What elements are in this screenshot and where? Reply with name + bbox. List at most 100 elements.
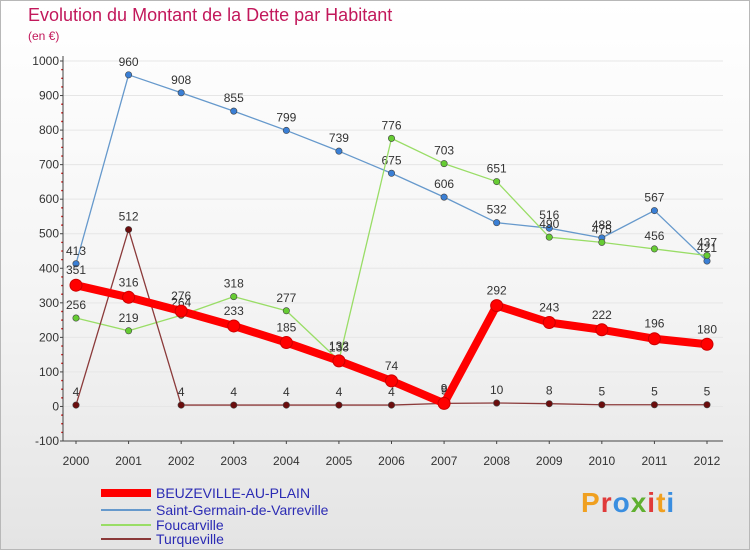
data-point bbox=[598, 238, 606, 246]
data-point bbox=[72, 314, 80, 322]
y-minor-tick bbox=[61, 103, 63, 105]
data-label: 219 bbox=[119, 311, 139, 325]
data-label: 185 bbox=[276, 321, 296, 335]
y-minor-tick bbox=[61, 414, 63, 416]
x-tick-label: 2002 bbox=[168, 454, 195, 468]
data-point bbox=[177, 89, 185, 97]
legend-label: Turqueville bbox=[156, 531, 224, 547]
data-point bbox=[177, 401, 185, 409]
data-point bbox=[125, 327, 133, 335]
y-minor-tick bbox=[61, 353, 63, 356]
data-label: 132 bbox=[329, 339, 349, 353]
y-minor-tick bbox=[61, 224, 63, 226]
data-label: 276 bbox=[171, 289, 191, 303]
data-label: 567 bbox=[644, 191, 664, 205]
data-label: 4 bbox=[73, 385, 80, 399]
data-label: 5 bbox=[704, 385, 711, 399]
data-point bbox=[279, 336, 293, 350]
y-minor-tick bbox=[61, 319, 63, 321]
data-point bbox=[122, 290, 136, 304]
x-tick-label: 2006 bbox=[378, 454, 405, 468]
y-tick-label: 300 bbox=[39, 296, 59, 310]
y-minor-tick bbox=[61, 181, 63, 183]
x-tick-label: 2004 bbox=[273, 454, 300, 468]
data-label: 196 bbox=[644, 317, 664, 331]
unit-label: (en €) bbox=[28, 29, 60, 43]
y-minor-tick bbox=[61, 77, 63, 80]
data-point bbox=[545, 400, 553, 408]
y-minor-tick bbox=[61, 422, 63, 425]
data-label: 9 bbox=[441, 383, 448, 397]
x-tick-label: 2005 bbox=[326, 454, 353, 468]
y-tick-label: -100 bbox=[35, 434, 59, 448]
data-point bbox=[282, 401, 290, 409]
data-label: 960 bbox=[119, 55, 139, 69]
x-tick-label: 2011 bbox=[642, 454, 668, 468]
y-minor-tick bbox=[61, 388, 63, 390]
data-label: 4 bbox=[283, 385, 290, 399]
x-tick-label: 2008 bbox=[483, 454, 510, 468]
data-label: 243 bbox=[539, 301, 559, 315]
proxiti-logo: Proxiti bbox=[581, 487, 676, 518]
data-label: 739 bbox=[329, 131, 349, 145]
legend-label: Foucarville bbox=[156, 517, 224, 533]
data-point bbox=[72, 260, 80, 268]
data-label: 277 bbox=[276, 291, 296, 305]
data-point bbox=[700, 337, 714, 351]
data-point bbox=[282, 307, 290, 315]
data-label: 703 bbox=[434, 144, 454, 158]
data-point bbox=[387, 169, 395, 177]
data-label: 316 bbox=[119, 275, 139, 289]
y-tick-label: 100 bbox=[39, 365, 59, 379]
x-tick-label: 2007 bbox=[431, 454, 458, 468]
data-label: 776 bbox=[381, 118, 401, 132]
data-point bbox=[125, 226, 133, 234]
data-label: 908 bbox=[171, 73, 191, 87]
data-label: 5 bbox=[598, 385, 605, 399]
data-point bbox=[385, 374, 398, 388]
y-minor-tick bbox=[61, 241, 63, 244]
y-minor-tick bbox=[61, 345, 63, 347]
y-minor-tick bbox=[61, 146, 63, 149]
data-point bbox=[440, 193, 448, 201]
y-tick-label: 700 bbox=[39, 158, 59, 172]
data-point bbox=[545, 224, 553, 232]
data-point bbox=[493, 178, 501, 186]
data-label: 74 bbox=[385, 359, 399, 373]
y-minor-tick bbox=[61, 155, 63, 157]
y-tick-label: 1000 bbox=[32, 54, 59, 68]
y-minor-tick bbox=[61, 112, 63, 114]
data-label: 256 bbox=[66, 298, 86, 312]
data-label: 421 bbox=[697, 241, 717, 255]
data-label: 532 bbox=[487, 203, 507, 217]
data-label: 9 bbox=[441, 381, 448, 395]
data-label: 180 bbox=[697, 322, 717, 336]
data-point bbox=[650, 207, 658, 215]
y-minor-tick bbox=[61, 284, 63, 287]
data-point bbox=[545, 233, 553, 241]
data-label: 292 bbox=[487, 284, 507, 298]
data-point bbox=[703, 401, 711, 409]
data-point bbox=[230, 401, 238, 409]
y-tick-label: 900 bbox=[39, 89, 59, 103]
legend-label: BEUZEVILLE-AU-PLAIN bbox=[156, 485, 310, 501]
y-tick-label: 500 bbox=[39, 227, 59, 241]
data-label: 4 bbox=[388, 385, 395, 399]
data-point bbox=[174, 304, 188, 318]
data-label: 437 bbox=[697, 235, 717, 249]
y-minor-tick bbox=[61, 137, 63, 140]
data-label: 233 bbox=[224, 304, 244, 318]
data-point bbox=[650, 245, 658, 253]
data-point bbox=[230, 107, 238, 115]
y-minor-tick bbox=[61, 215, 63, 218]
data-point bbox=[125, 71, 133, 79]
data-point bbox=[335, 401, 343, 409]
data-label: 8 bbox=[546, 384, 553, 398]
data-point bbox=[387, 134, 395, 142]
chart-title: Evolution du Montant de la Dette par Hab… bbox=[28, 5, 393, 25]
data-point bbox=[493, 219, 501, 227]
data-point bbox=[650, 401, 658, 409]
data-label: 651 bbox=[487, 162, 507, 176]
data-label: 855 bbox=[224, 91, 244, 105]
